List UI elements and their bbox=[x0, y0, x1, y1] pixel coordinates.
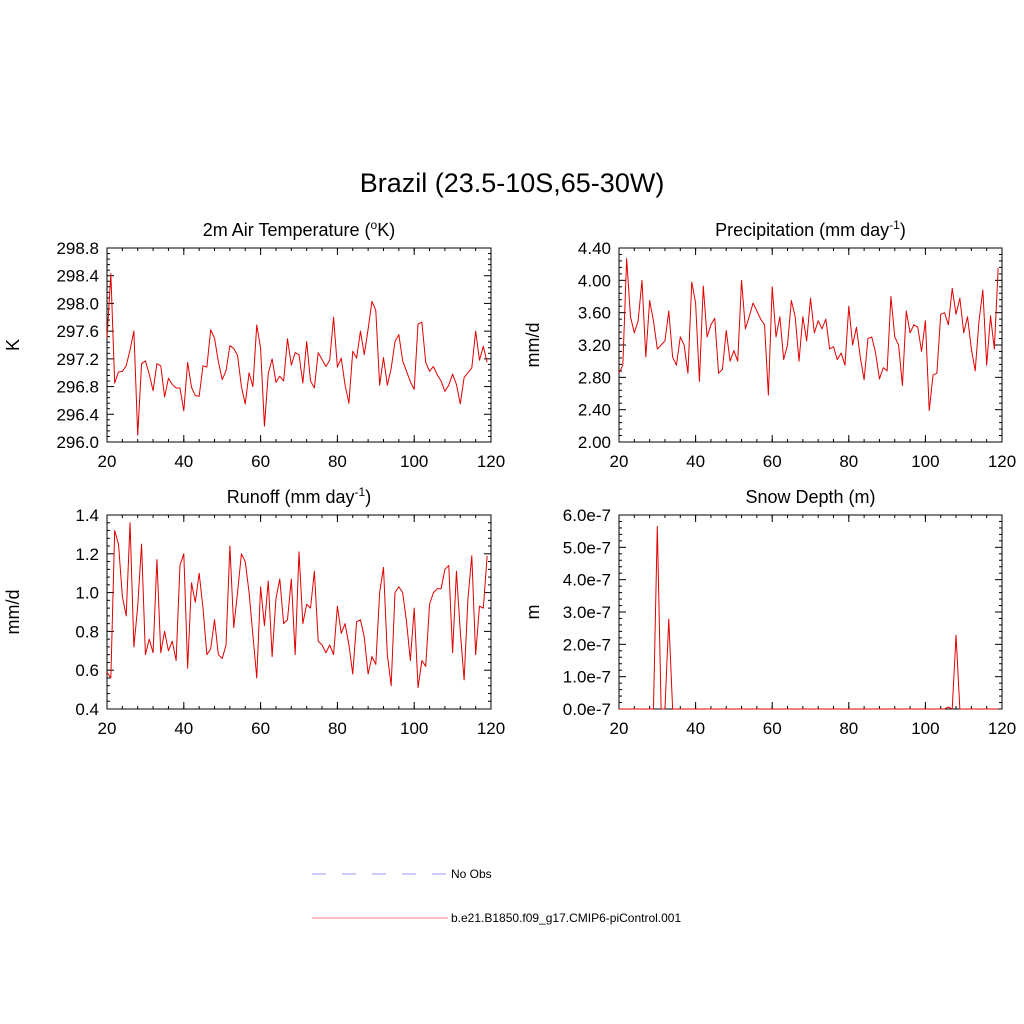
y-tick-label: 298.8 bbox=[56, 239, 99, 258]
y-axis-title: mm/d bbox=[3, 590, 23, 635]
y-tick-label: 1.0e-7 bbox=[563, 668, 611, 687]
y-tick-label: 298.4 bbox=[56, 267, 99, 286]
y-tick-label: 4.0e-7 bbox=[563, 571, 611, 590]
y-tick-label: 0.6 bbox=[75, 661, 99, 680]
x-tick-label: 20 bbox=[610, 719, 629, 738]
y-tick-label: 0.8 bbox=[75, 622, 99, 641]
x-tick-label: 80 bbox=[328, 719, 347, 738]
y-axis-title: m bbox=[523, 605, 543, 620]
y-tick-label: 0.0e-7 bbox=[563, 700, 611, 719]
x-tick-label: 120 bbox=[988, 452, 1016, 471]
x-tick-label: 60 bbox=[251, 719, 270, 738]
panel-3: Runoff (mm day-1) mm/d 20 40 60 80 100 120 0.4 0.… bbox=[3, 485, 505, 738]
y-tick-label: 4.40 bbox=[578, 239, 611, 258]
series-line bbox=[619, 525, 999, 710]
y-tick-label: 3.60 bbox=[578, 304, 611, 323]
y-tick-label: 3.0e-7 bbox=[563, 603, 611, 622]
panel-2: Precipitation (mm day-1) mm/d 20 40 60 80 100 1… bbox=[523, 218, 1016, 471]
y-axis-title: K bbox=[3, 339, 23, 351]
y-tick-label: 2.40 bbox=[578, 401, 611, 420]
y-tick-label: 4.00 bbox=[578, 271, 611, 290]
x-tick-label: 60 bbox=[763, 719, 782, 738]
x-tick-label: 40 bbox=[686, 452, 705, 471]
y-tick-label: 5.0e-7 bbox=[563, 538, 611, 557]
x-tick-label: 100 bbox=[400, 719, 428, 738]
y-tick-label: 2.80 bbox=[578, 368, 611, 387]
panel-1: 2m Air Temperature (oK) K 20 40 60 80 100 120 29… bbox=[3, 218, 505, 471]
y-tick-label: 297.2 bbox=[56, 350, 99, 369]
y-tick-label: 1.0 bbox=[75, 584, 99, 603]
x-tick-label: 40 bbox=[174, 719, 193, 738]
y-tick-label: 1.4 bbox=[75, 506, 99, 525]
y-tick-label: 298.0 bbox=[56, 294, 99, 313]
panel-title: Precipitation (mm day-1) bbox=[715, 218, 906, 240]
y-tick-label: 296.4 bbox=[56, 405, 99, 424]
plot-frame bbox=[618, 247, 1003, 443]
y-tick-label: 1.2 bbox=[75, 545, 99, 564]
main-title: Brazil (23.5-10S,65-30W) bbox=[360, 168, 665, 198]
x-tick-label: 20 bbox=[98, 719, 117, 738]
x-tick-label: 120 bbox=[477, 452, 505, 471]
series-line bbox=[106, 273, 488, 436]
series-line bbox=[106, 522, 488, 689]
x-tick-label: 20 bbox=[98, 452, 117, 471]
x-tick-label: 60 bbox=[251, 452, 270, 471]
legend-label-model: b.e21.B1850.f09_g17.CMIP6-piControl.001 bbox=[451, 911, 681, 925]
x-tick-label: 80 bbox=[839, 719, 858, 738]
plot-frame bbox=[106, 247, 492, 443]
panel-title: 2m Air Temperature (oK) bbox=[203, 218, 395, 240]
x-tick-label: 80 bbox=[328, 452, 347, 471]
x-tick-label: 60 bbox=[763, 452, 782, 471]
panels: 2m Air Temperature (oK) K 20 40 60 80 100 120 29… bbox=[3, 218, 1016, 738]
x-tick-label: 100 bbox=[400, 452, 428, 471]
x-tick-label: 120 bbox=[988, 719, 1016, 738]
x-tick-label: 40 bbox=[174, 452, 193, 471]
x-tick-label: 20 bbox=[610, 452, 629, 471]
y-tick-label: 3.20 bbox=[578, 336, 611, 355]
y-tick-label: 296.8 bbox=[56, 378, 99, 397]
x-tick-label: 100 bbox=[911, 452, 939, 471]
legend-label-no-obs: No Obs bbox=[451, 867, 492, 881]
x-tick-label: 120 bbox=[477, 719, 505, 738]
x-tick-label: 40 bbox=[686, 719, 705, 738]
y-tick-label: 296.0 bbox=[56, 433, 99, 452]
series-line bbox=[618, 258, 999, 411]
plot-frame bbox=[106, 514, 492, 710]
y-tick-label: 297.6 bbox=[56, 322, 99, 341]
panel-title: Snow Depth (m) bbox=[745, 487, 875, 507]
x-tick-label: 80 bbox=[839, 452, 858, 471]
y-tick-label: 0.4 bbox=[75, 700, 99, 719]
y-axis-title: mm/d bbox=[523, 323, 543, 368]
y-tick-label: 6.0e-7 bbox=[563, 506, 611, 525]
y-tick-label: 2.00 bbox=[578, 433, 611, 452]
legend: No Obs b.e21.B1850.f09_g17.CMIP6-piContr… bbox=[312, 867, 681, 925]
panel-4: Snow Depth (m) m 20 40 60 80 100 120 0.0e-7 1.0e-… bbox=[523, 487, 1016, 738]
x-tick-label: 100 bbox=[911, 719, 939, 738]
y-tick-label: 2.0e-7 bbox=[563, 635, 611, 654]
panel-title: Runoff (mm day-1) bbox=[227, 485, 371, 507]
